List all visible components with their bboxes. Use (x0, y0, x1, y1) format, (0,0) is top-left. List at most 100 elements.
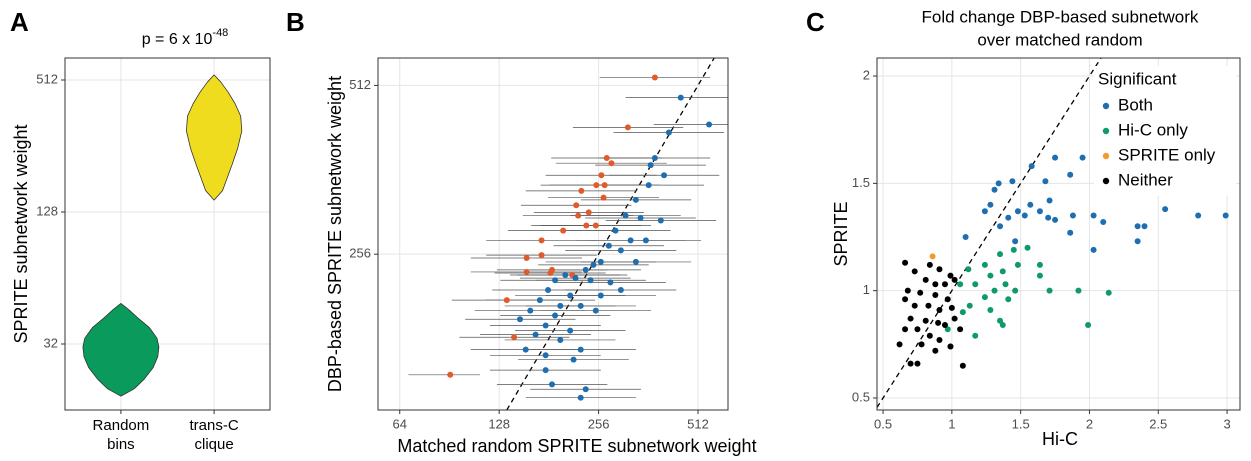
point (1042, 178, 1049, 185)
point (557, 336, 564, 343)
panel-label: A (10, 7, 29, 37)
point (637, 215, 644, 222)
point (567, 292, 574, 299)
plot-layer (378, 58, 728, 410)
x-tick-label: bins (107, 436, 135, 453)
point (896, 341, 903, 348)
x-axis-label: Matched random SPRITE subnetwork weight (397, 436, 756, 456)
point (516, 316, 523, 323)
point (972, 281, 979, 288)
point (1027, 201, 1034, 208)
point (622, 212, 629, 219)
point (1002, 281, 1009, 288)
point (603, 155, 610, 162)
point (557, 302, 564, 309)
point (981, 261, 988, 268)
point (624, 124, 631, 131)
point (904, 287, 911, 294)
x-tick-label: 1 (948, 416, 955, 431)
point (627, 237, 634, 244)
x-tick-label: 2.5 (1149, 416, 1167, 431)
y-tick-label: 1.5 (852, 175, 870, 190)
point (538, 252, 545, 259)
point (645, 182, 652, 189)
point (1045, 214, 1052, 221)
x-tick-label: 64 (393, 416, 407, 431)
point (560, 227, 567, 234)
point (1046, 197, 1053, 204)
point (1024, 244, 1031, 251)
point (914, 326, 921, 333)
point (972, 332, 979, 339)
point (1012, 238, 1019, 245)
point (947, 343, 954, 350)
point (936, 266, 943, 273)
point (547, 269, 554, 276)
point (1014, 208, 1021, 215)
identity-line (877, 58, 1102, 408)
point (612, 227, 619, 234)
point (607, 279, 614, 286)
x-tick-label: Random (93, 417, 150, 434)
point (562, 272, 569, 279)
point (987, 201, 994, 208)
point (1069, 212, 1076, 219)
point (1052, 154, 1059, 161)
point (932, 347, 939, 354)
point (582, 386, 589, 393)
point (922, 276, 929, 283)
point (995, 180, 1002, 187)
point (585, 209, 592, 216)
point (657, 217, 664, 224)
point (981, 208, 988, 215)
legend-title: Significant (1098, 69, 1177, 88)
point (1028, 163, 1035, 170)
y-axis-label: DBP-based SPRITE subnetwork weight (325, 76, 345, 392)
point (1067, 171, 1074, 178)
x-axis-label: Hi-C (1042, 429, 1078, 449)
legend-marker (1102, 102, 1110, 110)
point (981, 294, 988, 301)
point (572, 275, 579, 282)
plot-border (64, 57, 271, 411)
point (1134, 238, 1141, 245)
point (600, 194, 607, 201)
point (597, 292, 604, 299)
legend-label: SPRITE only (1118, 145, 1216, 164)
x-tick-label: 1.5 (1012, 416, 1030, 431)
point (598, 172, 605, 179)
x-tick-label: clique (194, 436, 233, 453)
legend-marker (1102, 152, 1110, 160)
plot-layer (65, 58, 270, 410)
point (511, 334, 518, 341)
point (944, 296, 951, 303)
point (991, 287, 998, 294)
point (936, 337, 943, 344)
point (1014, 261, 1021, 268)
panel-title: p = 6 x 10-48 (142, 27, 229, 48)
point (532, 331, 539, 338)
point (523, 268, 530, 275)
point (907, 360, 914, 367)
point (651, 74, 658, 81)
point (1005, 214, 1012, 221)
point (1134, 223, 1141, 230)
point (1036, 208, 1043, 215)
point (1009, 178, 1016, 185)
point (957, 326, 964, 333)
point (522, 346, 529, 353)
point (647, 162, 654, 169)
x-tick-label: 3 (1223, 416, 1230, 431)
point (1090, 246, 1097, 253)
point (932, 281, 939, 288)
point (608, 160, 615, 167)
point (593, 182, 600, 189)
y-tick-label: 128 (36, 203, 58, 218)
point (944, 326, 951, 333)
point (999, 322, 1006, 329)
y-tick-label: 32 (44, 335, 58, 350)
point (1222, 212, 1229, 219)
y-axis-label: SPRITE subnetwork weight (11, 124, 31, 343)
point (677, 94, 684, 101)
point (991, 186, 998, 193)
